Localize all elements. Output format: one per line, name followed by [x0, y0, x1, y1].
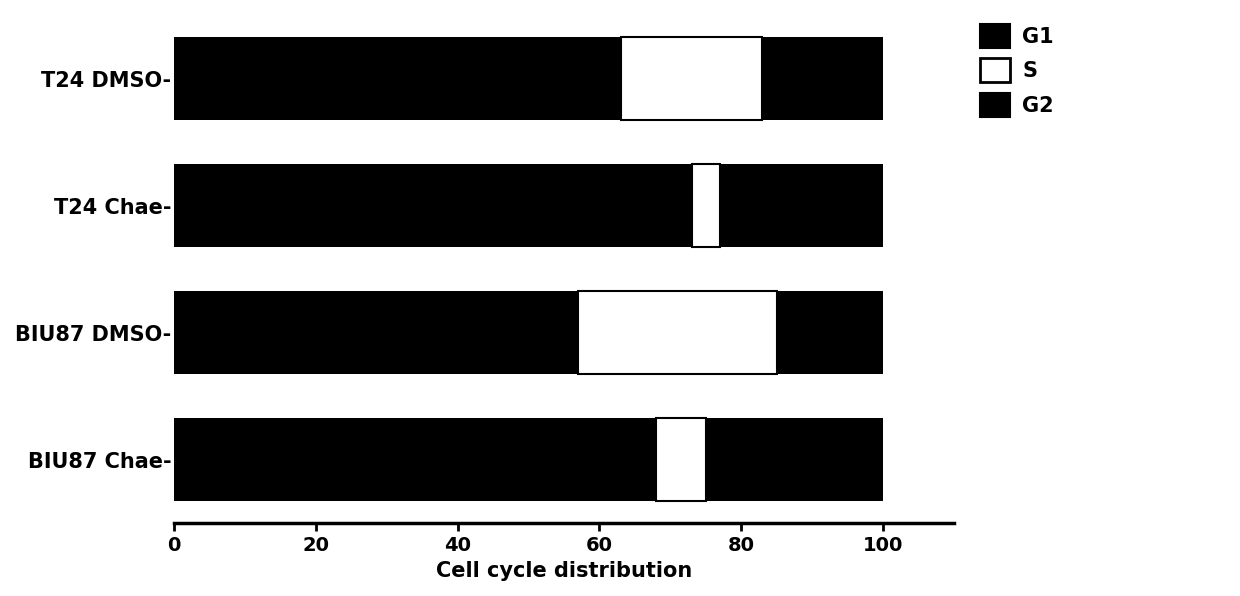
Bar [174, 291, 578, 374]
Bar [776, 291, 883, 374]
Bar [720, 164, 883, 247]
X-axis label: Cell cycle distribution: Cell cycle distribution [435, 561, 692, 581]
Bar [174, 418, 656, 501]
Bar [763, 37, 883, 120]
Legend: G1, S, G2: G1, S, G2 [972, 15, 1061, 125]
Bar [578, 291, 776, 374]
Bar [706, 418, 883, 501]
Bar [692, 164, 720, 247]
Bar [656, 418, 706, 501]
Bar [174, 164, 692, 247]
Bar [174, 37, 621, 120]
Bar [621, 37, 763, 120]
